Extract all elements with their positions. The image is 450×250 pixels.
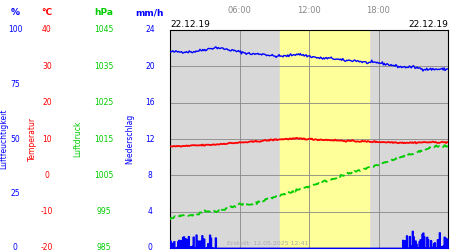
Text: 1015: 1015 <box>94 134 113 143</box>
Text: 985: 985 <box>97 244 111 250</box>
Text: 995: 995 <box>97 207 111 216</box>
Text: 22.12.19: 22.12.19 <box>170 20 210 29</box>
Text: 1035: 1035 <box>94 62 114 71</box>
Text: 10: 10 <box>42 134 52 143</box>
Text: 75: 75 <box>10 80 20 89</box>
Text: %: % <box>10 8 19 17</box>
Text: 25: 25 <box>10 189 20 198</box>
Text: Niederschlag: Niederschlag <box>126 114 135 164</box>
Text: -10: -10 <box>41 207 53 216</box>
Text: 50: 50 <box>10 134 20 143</box>
Text: Erstellt: 12.05.2025 12:41: Erstellt: 12.05.2025 12:41 <box>226 241 308 246</box>
Text: 18:00: 18:00 <box>367 6 391 15</box>
Text: 16: 16 <box>145 98 155 107</box>
Text: 12: 12 <box>145 134 155 143</box>
Bar <box>280 30 369 248</box>
Text: mm/h: mm/h <box>136 8 164 17</box>
Text: 24: 24 <box>145 26 155 35</box>
Text: 0: 0 <box>45 171 50 180</box>
Text: 1005: 1005 <box>94 171 114 180</box>
Text: °C: °C <box>41 8 53 17</box>
Text: 4: 4 <box>148 207 153 216</box>
Text: 0: 0 <box>148 244 153 250</box>
Text: 0: 0 <box>13 244 18 250</box>
Text: 20: 20 <box>42 98 52 107</box>
Text: 20: 20 <box>145 62 155 71</box>
Text: Luftdruck: Luftdruck <box>73 121 82 157</box>
Text: 22.12.19: 22.12.19 <box>408 20 448 29</box>
Text: Temperatur: Temperatur <box>27 117 36 161</box>
Text: -20: -20 <box>41 244 53 250</box>
Text: Luftfeuchtigkeit: Luftfeuchtigkeit <box>0 109 9 169</box>
Text: 12:00: 12:00 <box>297 6 321 15</box>
Text: 100: 100 <box>8 26 22 35</box>
Text: 06:00: 06:00 <box>228 6 252 15</box>
Text: 40: 40 <box>42 26 52 35</box>
Text: 30: 30 <box>42 62 52 71</box>
Text: 1045: 1045 <box>94 26 114 35</box>
Text: 8: 8 <box>148 171 153 180</box>
Text: hPa: hPa <box>94 8 113 17</box>
Text: 1025: 1025 <box>94 98 113 107</box>
